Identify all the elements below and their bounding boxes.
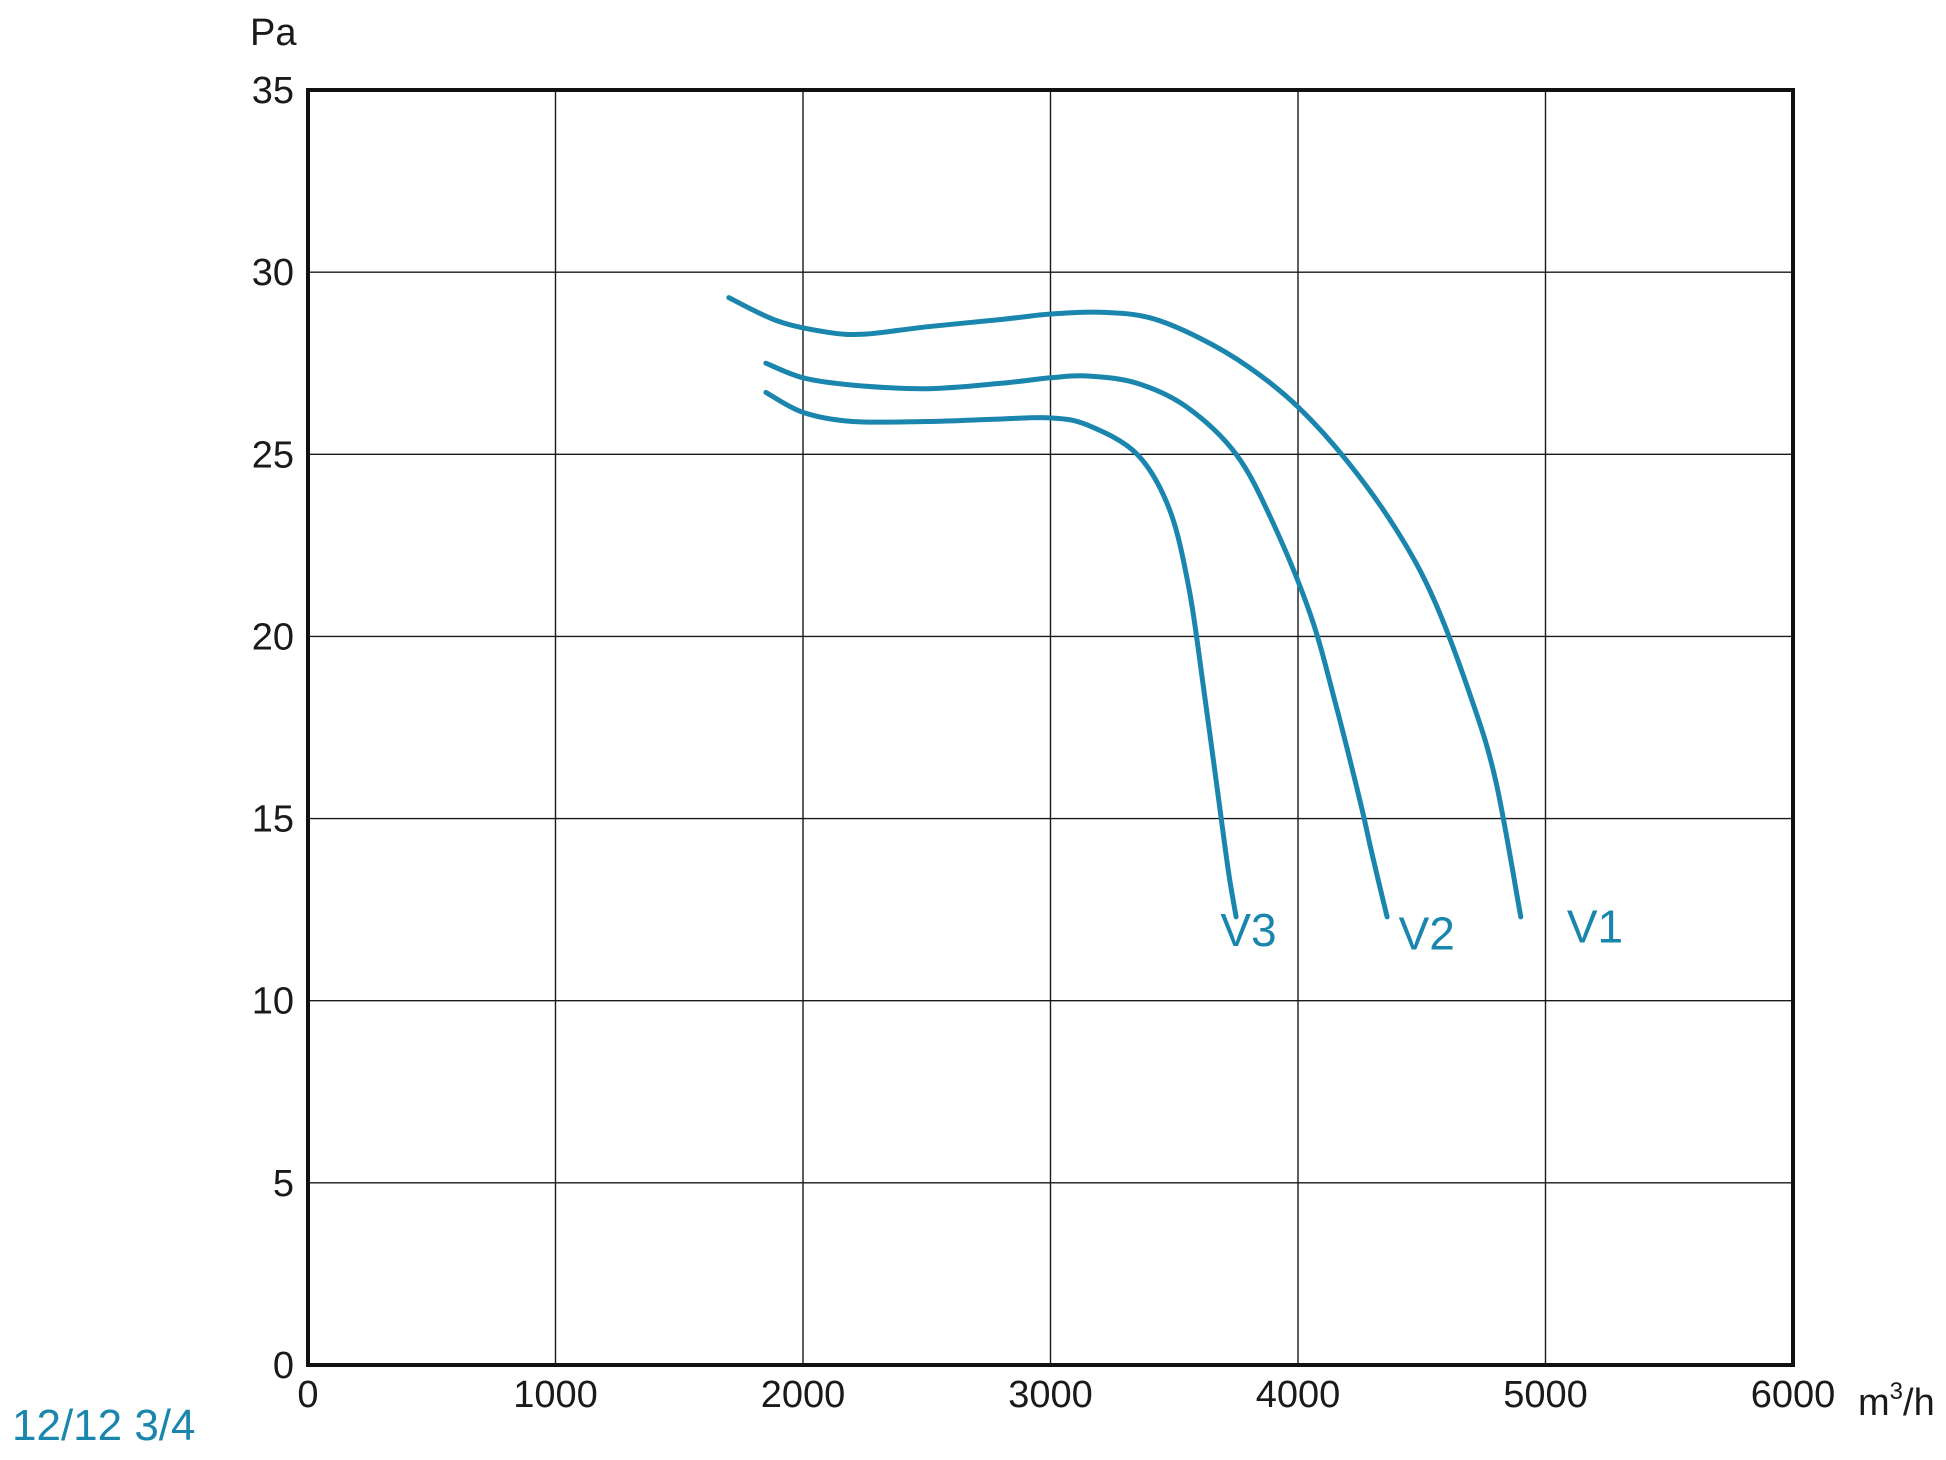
y-tick-label: 5 bbox=[273, 1163, 294, 1205]
y-tick-label: 20 bbox=[252, 616, 294, 658]
grid bbox=[307, 89, 1794, 1366]
y-tick-label: 25 bbox=[252, 434, 294, 476]
series-label-v1: V1 bbox=[1567, 900, 1623, 952]
x-tick-label: 6000 bbox=[1751, 1374, 1836, 1416]
series-label-v3: V3 bbox=[1220, 904, 1276, 956]
y-tick-label: 15 bbox=[252, 799, 294, 841]
chart-caption: 12/12 3/4 bbox=[12, 1401, 196, 1450]
series-lines bbox=[726, 295, 1524, 920]
x-axis-unit-label: m3/h bbox=[1858, 1378, 1935, 1424]
series-line-v1 bbox=[726, 295, 1524, 920]
y-tick-label: 10 bbox=[252, 981, 294, 1023]
x-tick-label: 2000 bbox=[761, 1374, 846, 1416]
series-line-v2 bbox=[763, 360, 1390, 920]
x-tick-label: 4000 bbox=[1256, 1374, 1341, 1416]
y-axis-ticks: 0 5 10 15 20 25 30 35 bbox=[252, 70, 294, 1387]
y-tick-label: 30 bbox=[252, 252, 294, 294]
series-line-v3 bbox=[763, 389, 1239, 920]
series-label-v2: V2 bbox=[1399, 908, 1455, 960]
x-axis-ticks: 0 1000 2000 3000 4000 5000 6000 bbox=[297, 1374, 1835, 1416]
x-tick-label: 3000 bbox=[1008, 1374, 1093, 1416]
y-tick-label: 35 bbox=[252, 70, 294, 112]
y-axis-unit-label: Pa bbox=[250, 12, 297, 54]
series-labels: V1 V2 V3 bbox=[1220, 900, 1623, 959]
x-tick-label: 0 bbox=[297, 1374, 318, 1416]
y-tick-label: 0 bbox=[273, 1345, 294, 1387]
plot-frame bbox=[306, 88, 1795, 1367]
plot-border bbox=[306, 88, 1795, 1367]
x-tick-label: 5000 bbox=[1503, 1374, 1588, 1416]
x-tick-label: 1000 bbox=[513, 1374, 598, 1416]
